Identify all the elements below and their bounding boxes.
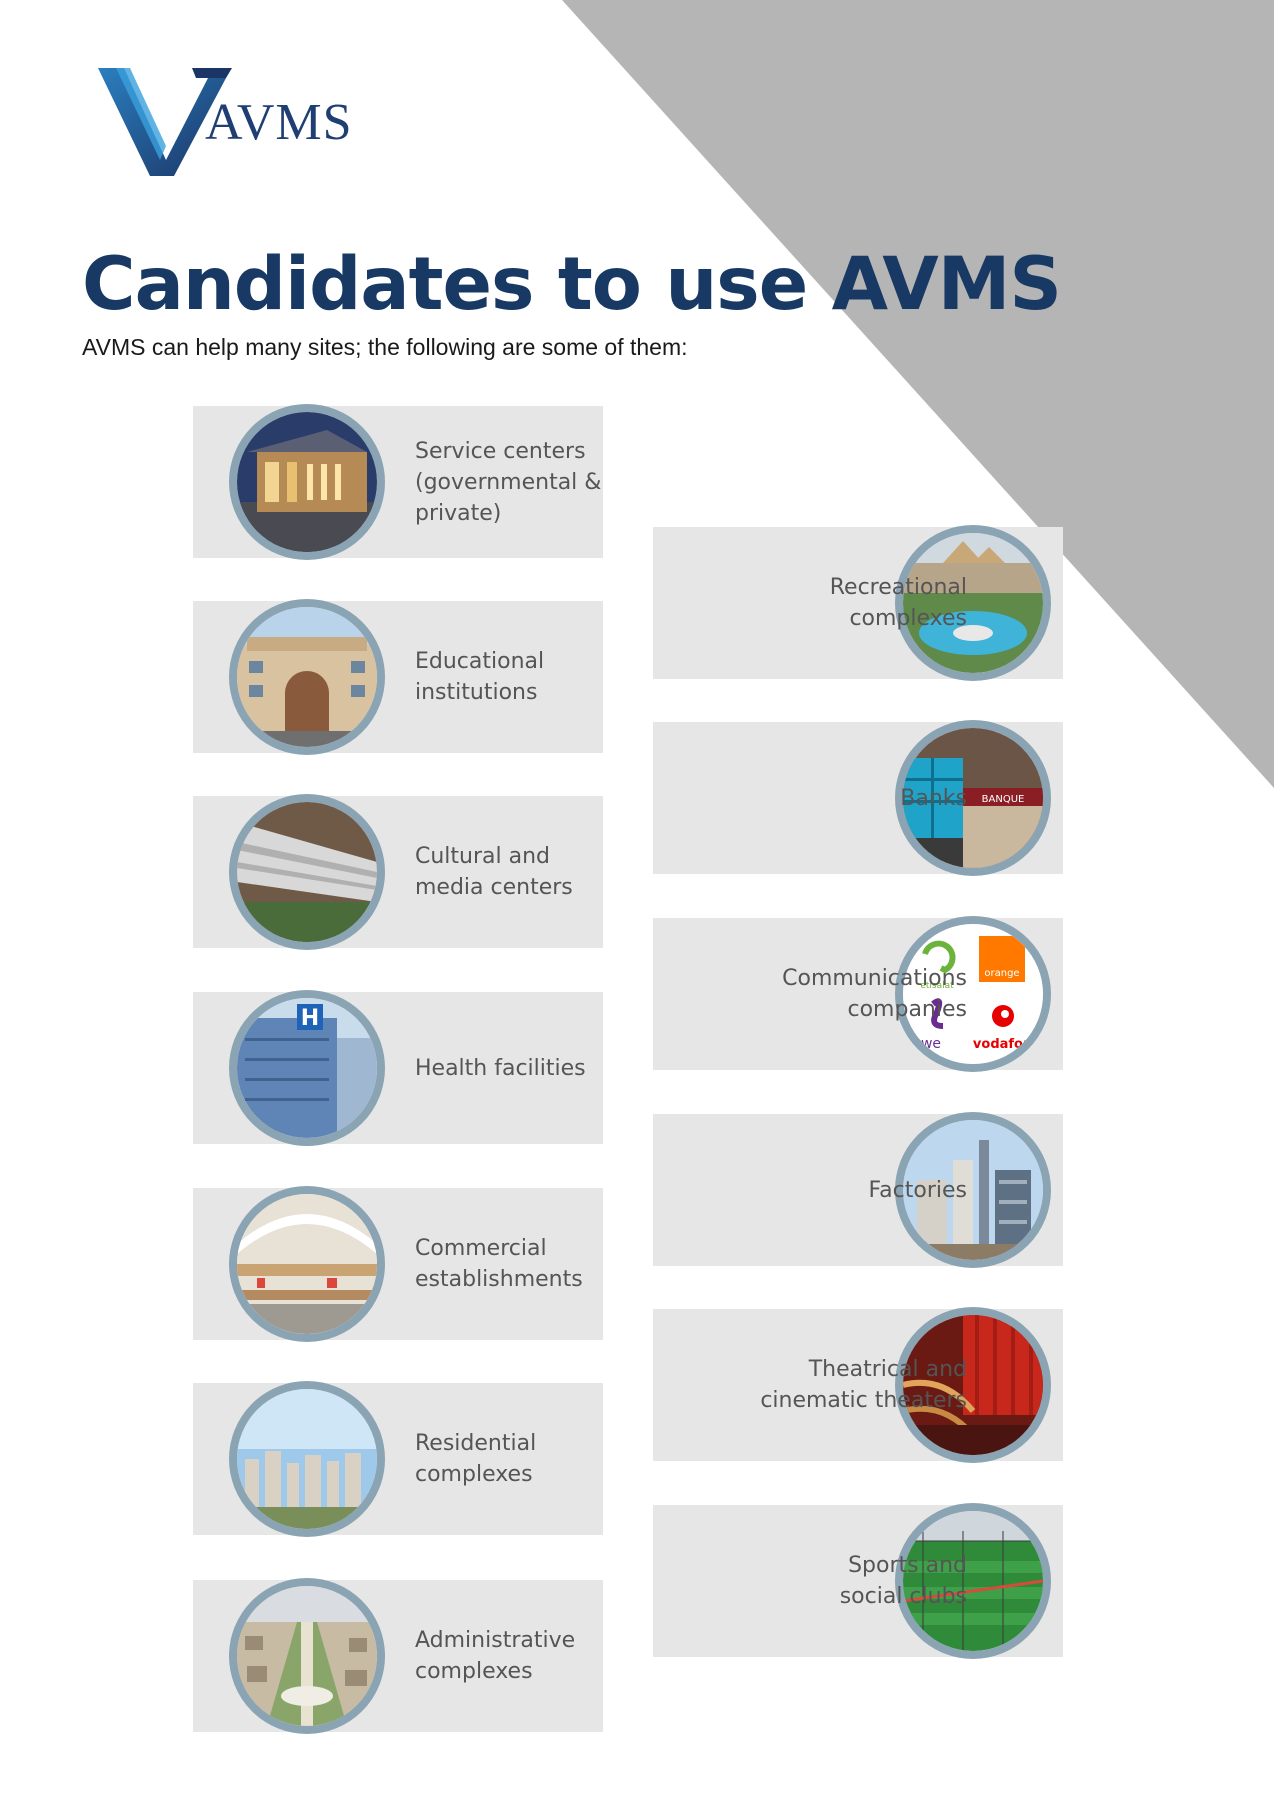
resort-photo-icon xyxy=(895,525,1051,681)
sports-field-photo-icon xyxy=(895,1503,1051,1659)
candidate-card-health: H Health facilities xyxy=(193,990,603,1146)
candidate-card-cultural: Cultural and media centers xyxy=(193,794,603,950)
candidate-label: Sports and social clubs xyxy=(839,1553,967,1609)
candidate-card-factories: Factories xyxy=(653,1112,1063,1268)
candidate-label: Banks xyxy=(900,785,967,811)
candidate-card-banks: BANQUE Banks xyxy=(653,720,1063,876)
candidate-label: Administrative complexes xyxy=(415,1628,576,1684)
candidate-label: Health facilities xyxy=(415,1055,586,1081)
svg-text:H: H xyxy=(301,1006,319,1031)
candidate-card-administrative: Administrative complexes xyxy=(193,1578,603,1734)
candidate-label: Communications companies xyxy=(782,966,967,1022)
orange-logo-text: orange xyxy=(984,968,1019,979)
candidate-card-communications: etisalat orange we vodafone Communicatio… xyxy=(653,916,1063,1072)
candidate-label: Commercial establishments xyxy=(415,1236,583,1292)
candidate-label: Educational institutions xyxy=(415,649,545,705)
page-title: Candidates to use AVMS xyxy=(82,242,1062,327)
logo-wordmark: AVMS xyxy=(205,94,353,151)
etisalat-logo-text: etisalat xyxy=(920,981,954,991)
candidate-card-theaters: Theatrical and cinematic theaters xyxy=(653,1307,1063,1463)
candidate-card-sports: Sports and social clubs xyxy=(653,1503,1063,1659)
page-subtitle: AVMS can help many sites; the following … xyxy=(82,334,688,360)
candidate-card-residential: Residential complexes xyxy=(193,1381,603,1537)
candidate-card-recreational: Recreational complexes xyxy=(653,525,1063,681)
candidate-label: Factories xyxy=(868,1177,967,1203)
candidate-label: Residential complexes xyxy=(415,1431,537,1487)
candidate-label: Service centers (governmental & private) xyxy=(415,438,602,526)
university-photo-icon xyxy=(229,599,385,755)
avms-logo-mark-icon xyxy=(98,68,232,176)
hospital-photo-icon: H xyxy=(229,990,385,1146)
bank-photo-icon: BANQUE xyxy=(895,720,1051,876)
vodafone-logo-text: vodafone xyxy=(973,1037,1041,1052)
factory-photo-icon xyxy=(895,1112,1051,1268)
candidate-label: Theatrical and cinematic theaters xyxy=(760,1357,967,1413)
aerial-city-photo-icon xyxy=(229,1578,385,1734)
mall-photo-icon xyxy=(229,1186,385,1342)
candidate-label: Cultural and media centers xyxy=(415,844,573,900)
candidate-card-educational: Educational institutions xyxy=(193,599,603,755)
svg-text:BANQUE: BANQUE xyxy=(982,794,1025,805)
telecom-logos-icon: etisalat orange we vodafone xyxy=(895,916,1051,1072)
candidate-label: Recreational complexes xyxy=(829,575,967,631)
theater-photo-icon xyxy=(895,1307,1051,1463)
building-photo-icon xyxy=(229,404,385,560)
residential-photo-icon xyxy=(229,1381,385,1537)
candidate-card-commercial: Commercial establishments xyxy=(193,1186,603,1342)
candidate-card-service-centers: Service centers (governmental & private) xyxy=(193,404,603,560)
library-photo-icon xyxy=(229,794,385,950)
